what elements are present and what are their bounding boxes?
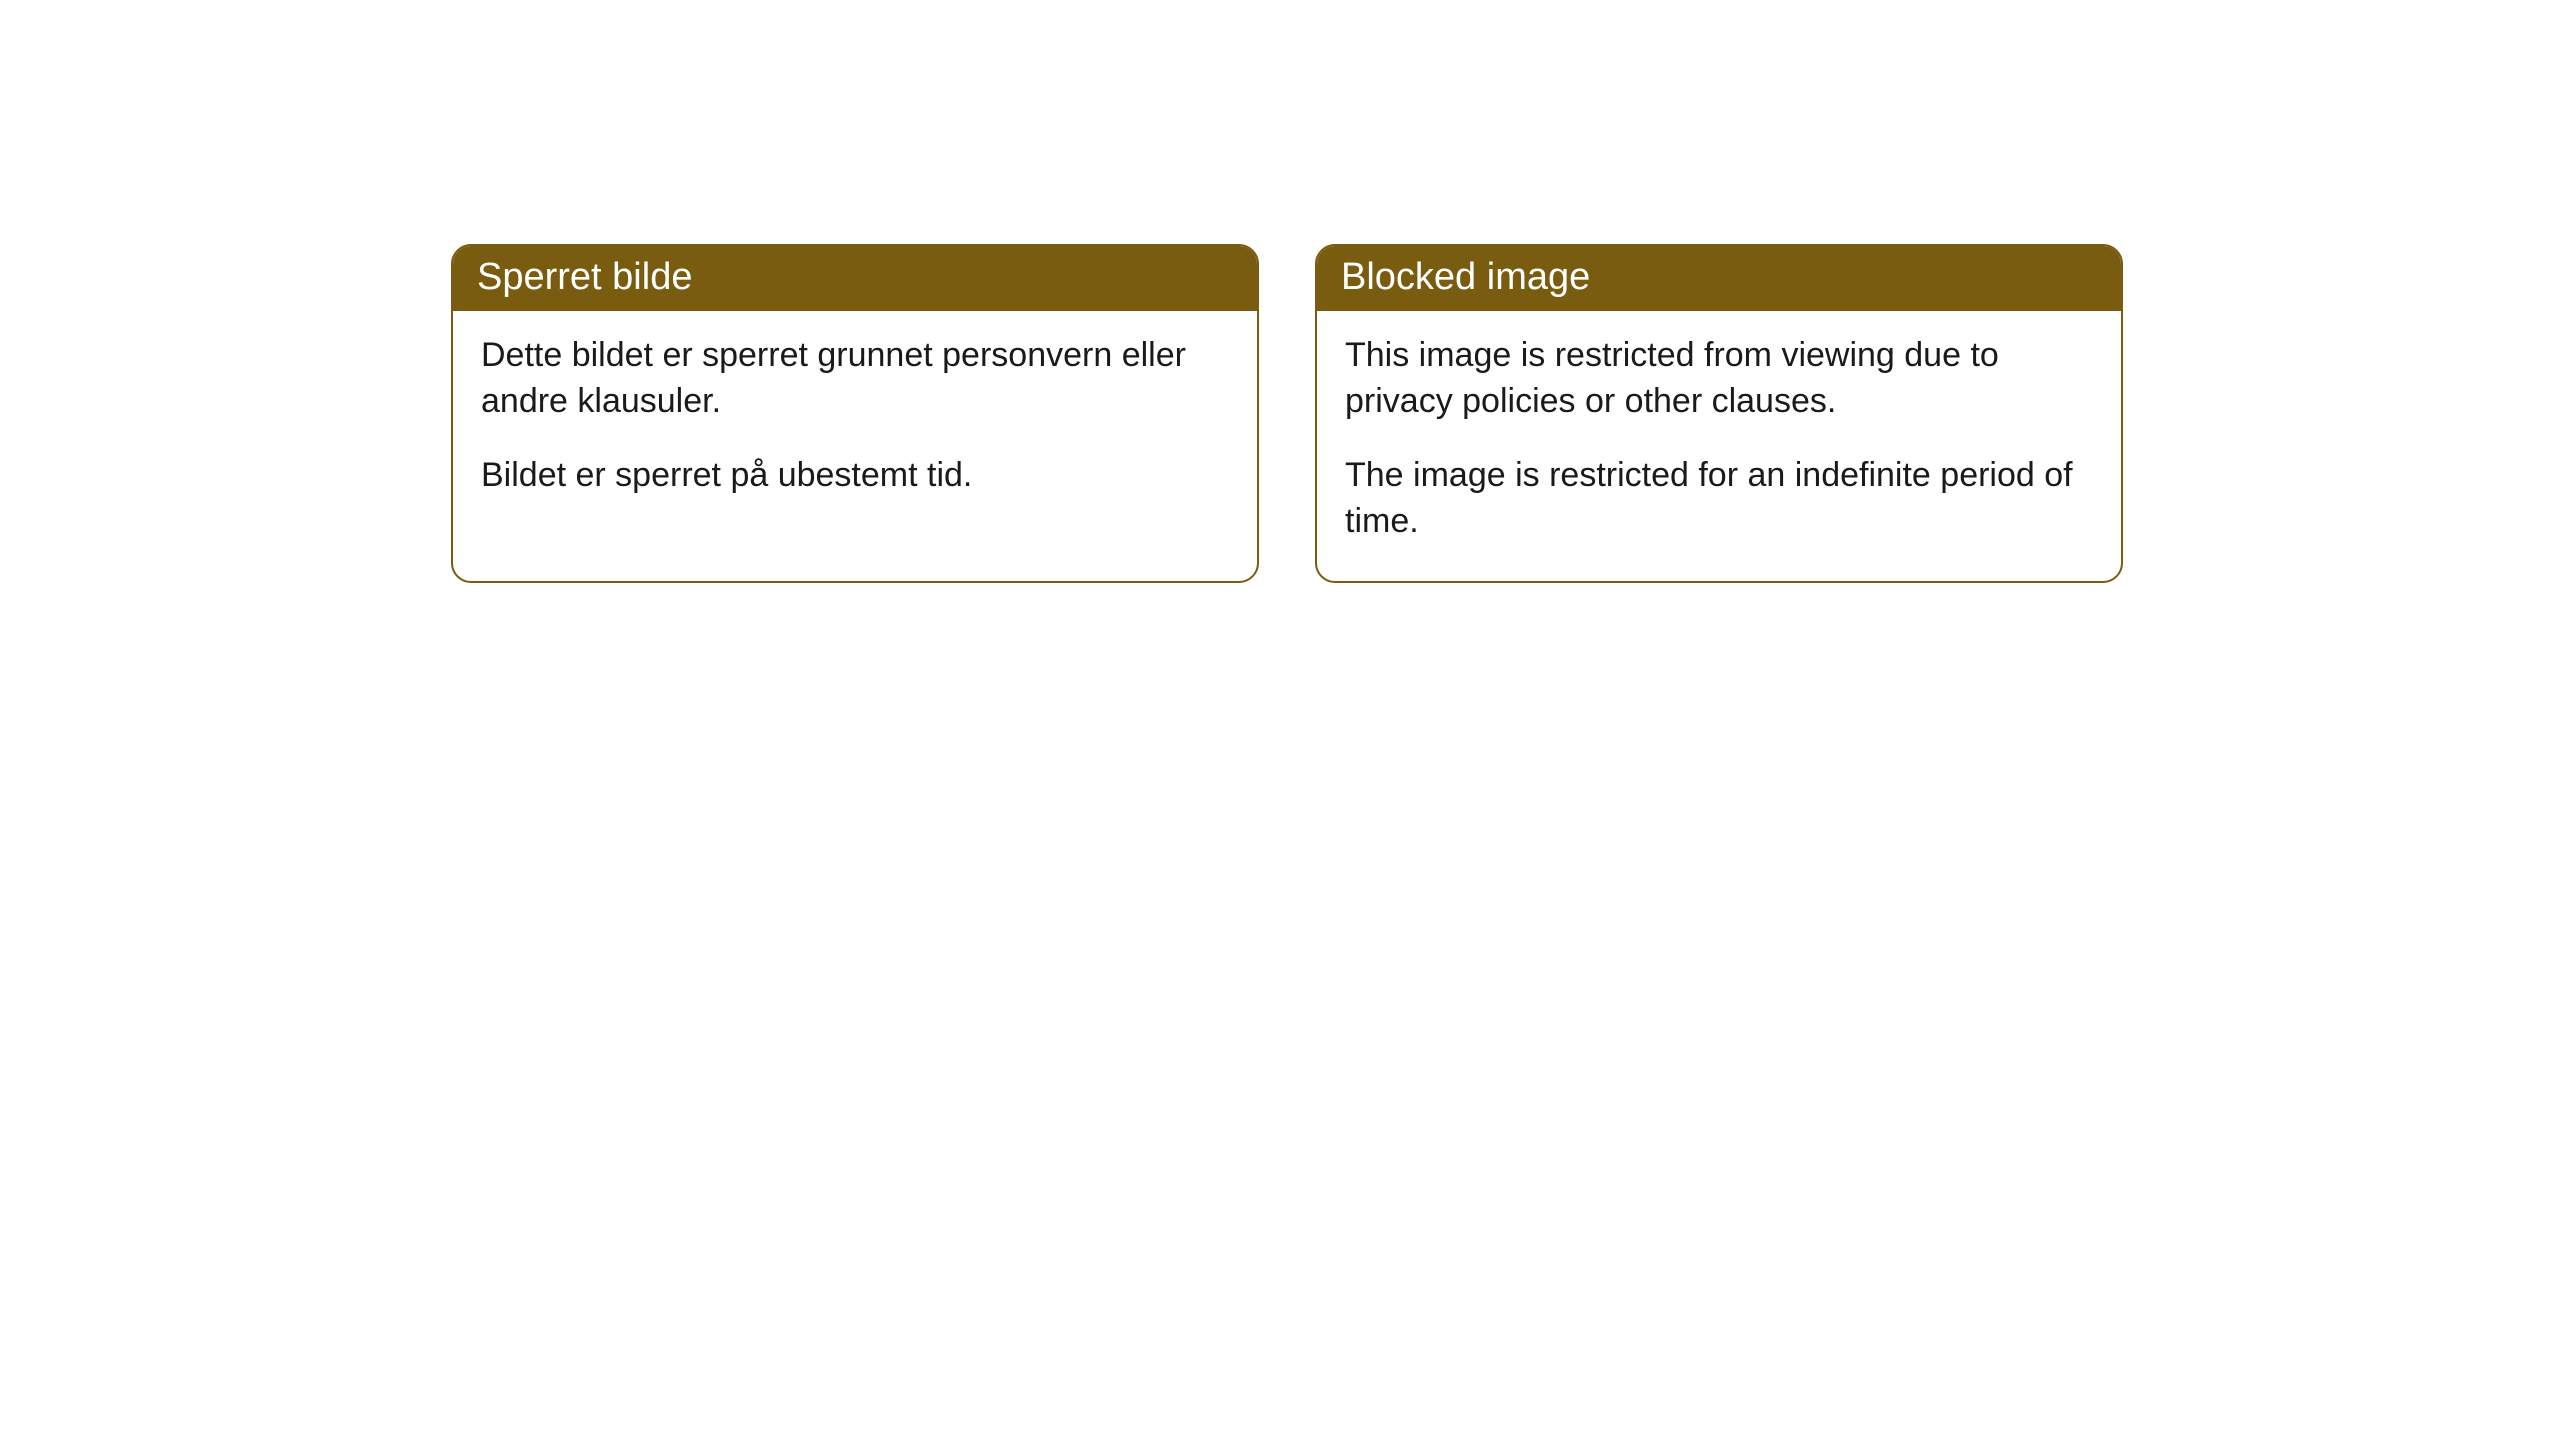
notice-header: Blocked image [1317, 246, 2121, 311]
notice-paragraph: Dette bildet er sperret grunnet personve… [481, 333, 1229, 425]
notice-paragraph: Bildet er sperret på ubestemt tid. [481, 453, 1229, 499]
notice-paragraph: The image is restricted for an indefinit… [1345, 453, 2093, 545]
notice-title: Sperret bilde [477, 256, 692, 298]
notice-container: Sperret bilde Dette bildet er sperret gr… [0, 0, 2560, 583]
notice-paragraph: This image is restricted from viewing du… [1345, 333, 2093, 425]
notice-body: This image is restricted from viewing du… [1317, 311, 2121, 581]
notice-card-english: Blocked image This image is restricted f… [1315, 244, 2123, 583]
notice-card-norwegian: Sperret bilde Dette bildet er sperret gr… [451, 244, 1259, 583]
notice-header: Sperret bilde [453, 246, 1257, 311]
notice-body: Dette bildet er sperret grunnet personve… [453, 311, 1257, 535]
notice-title: Blocked image [1341, 256, 1590, 298]
